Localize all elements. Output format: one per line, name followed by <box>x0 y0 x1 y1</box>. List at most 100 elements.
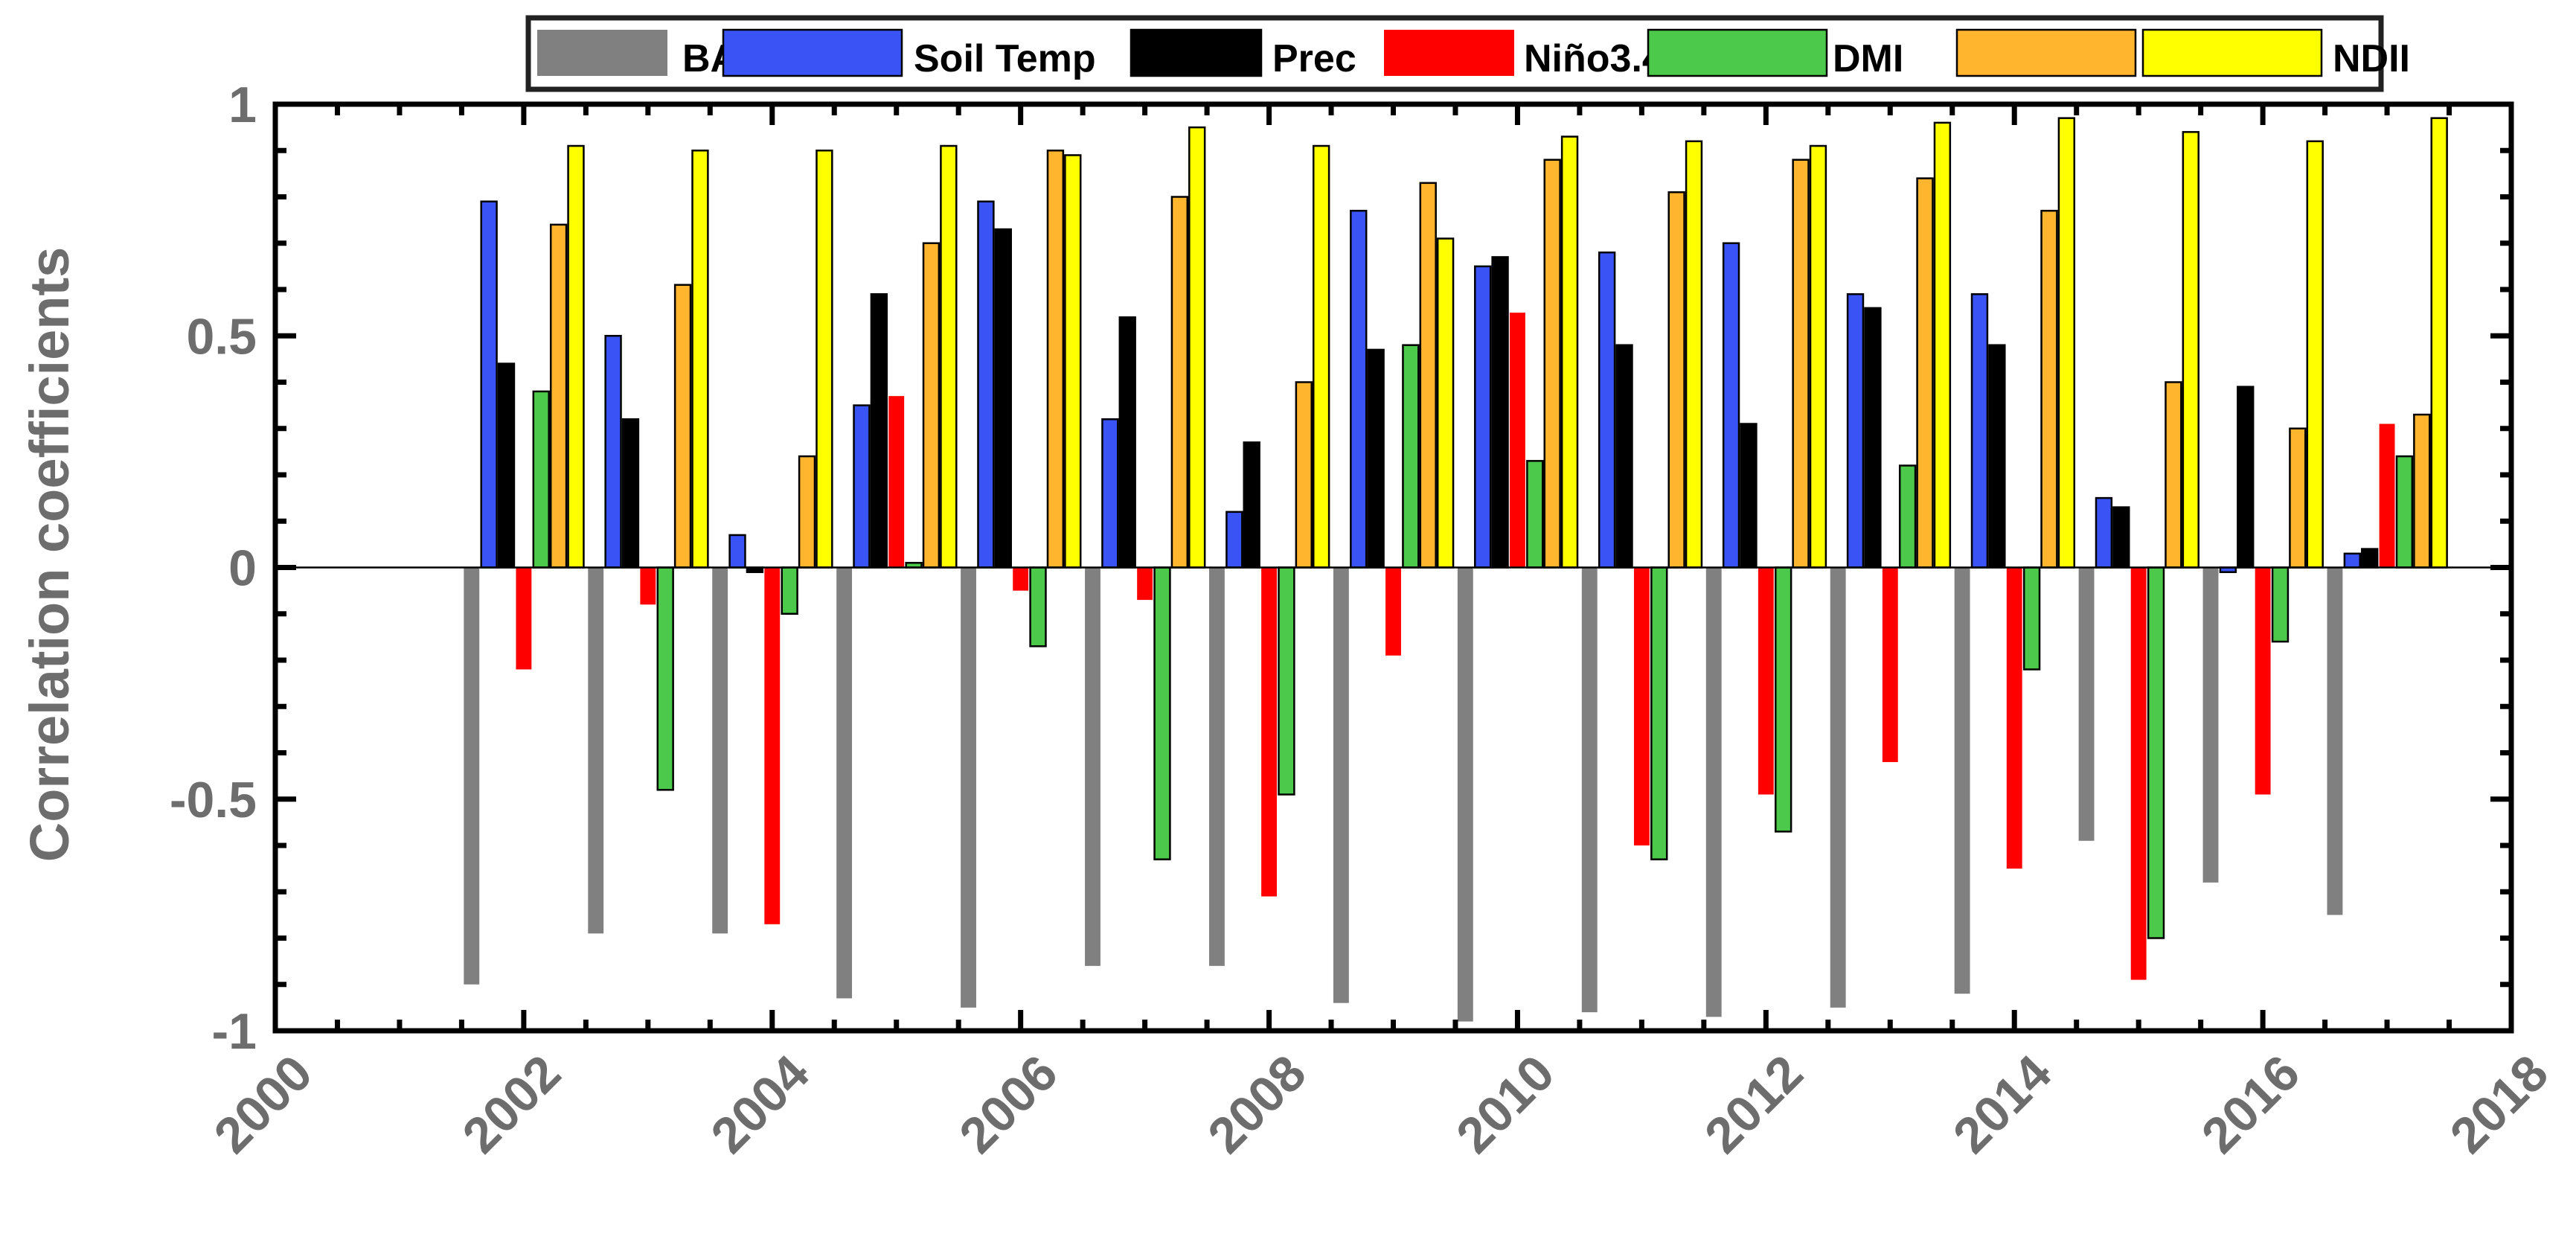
bar-bai-2007 <box>1085 567 1100 966</box>
bar-prec-2012 <box>1740 423 1758 569</box>
bar-soil-temp-2010 <box>1474 265 1492 569</box>
bar-soil-temp-2014 <box>1970 292 1989 569</box>
bar-soil-temp-2008 <box>1225 511 1243 569</box>
bar-et-2008 <box>1295 381 1313 569</box>
bar-soil-temp-2006 <box>977 200 995 569</box>
bar-prec-2003 <box>621 418 640 569</box>
bar-et-2016 <box>2289 427 2307 569</box>
bar-dmi-2007 <box>1153 566 1171 860</box>
bar-et-2015 <box>2165 381 2182 569</box>
y-tick-label: -0.5 <box>170 772 257 828</box>
bar-dmi-2014 <box>2022 566 2041 671</box>
bar-ndii-2012 <box>1809 144 1827 569</box>
bar-ndii-2013 <box>1933 121 1952 569</box>
bar-prec-2016 <box>2237 386 2255 569</box>
bar-bai-2012 <box>1705 567 1722 1017</box>
bar-ndii-2002 <box>567 144 585 569</box>
bar-et-2010 <box>1543 159 1561 569</box>
bar-ndii-2016 <box>2306 140 2324 569</box>
plot-frame <box>272 101 2514 1034</box>
bar-bai-2008 <box>1209 567 1225 966</box>
bar-soil-temp-2004 <box>728 534 746 569</box>
bar-bai-2017 <box>2327 567 2343 915</box>
bar-et-2017 <box>2413 413 2431 569</box>
bar-ni-o3-4-2006 <box>1013 567 1029 591</box>
bar-bai-2009 <box>1333 567 1349 1003</box>
legend-label-ndii: NDII <box>2333 37 2410 80</box>
bar-et-2004 <box>798 455 816 569</box>
bar-ndii-2014 <box>2057 117 2076 569</box>
bar-dmi-2012 <box>1775 566 1792 833</box>
bar-bai-2003 <box>588 567 604 934</box>
bar-ni-o3-4-2002 <box>516 567 532 670</box>
legend-swatch-bai <box>537 30 667 76</box>
bar-bai-2011 <box>1581 567 1598 1013</box>
bar-et-2002 <box>549 223 568 569</box>
bar-ni-o3-4-2008 <box>1261 567 1277 897</box>
bar-et-2006 <box>1046 150 1065 569</box>
legend-label-soil-temp: Soil Temp <box>914 37 1096 80</box>
bar-ni-o3-4-2011 <box>1633 567 1650 845</box>
bar-dmi-2015 <box>2147 566 2165 939</box>
bar-ni-o3-4-2017 <box>2379 423 2395 568</box>
bar-prec-2010 <box>1491 256 1509 569</box>
bar-prec-2013 <box>1864 307 1882 569</box>
bar-dmi-2017 <box>2395 455 2414 569</box>
bar-ndii-2009 <box>1436 237 1455 569</box>
bar-ni-o3-4-2010 <box>1510 313 1525 568</box>
bar-ni-o3-4-2005 <box>888 396 905 568</box>
legend-swatch-dmi <box>1647 28 1828 77</box>
bar-dmi-2010 <box>1526 460 1544 569</box>
bar-prec-2009 <box>1367 348 1385 569</box>
bar-et-2009 <box>1419 182 1437 569</box>
bar-et-2013 <box>1916 177 1934 569</box>
bar-bai-2004 <box>712 567 728 934</box>
bar-dmi-2004 <box>781 566 798 615</box>
bar-soil-temp-2003 <box>604 335 622 569</box>
bar-prec-2002 <box>497 362 516 569</box>
bar-bai-2016 <box>2202 567 2219 883</box>
bar-bai-2014 <box>1954 567 1970 994</box>
bar-prec-2015 <box>2112 506 2130 569</box>
bar-prec-2006 <box>994 228 1012 569</box>
legend-swatch-prec <box>1130 28 1263 77</box>
bar-soil-temp-2011 <box>1598 251 1616 569</box>
legend-label-ni-o3-4: Niño3.4 <box>1524 37 1664 80</box>
legend-swatch-ndii <box>2141 28 2323 77</box>
bar-et-2005 <box>922 242 941 569</box>
y-tick-label: -1 <box>212 1003 257 1060</box>
bar-ndii-2004 <box>816 150 833 569</box>
bar-ndii-2005 <box>940 144 958 569</box>
bar-dmi-2009 <box>1402 344 1420 569</box>
bar-ni-o3-4-2016 <box>2255 567 2271 795</box>
bar-ni-o3-4-2009 <box>1385 567 1401 656</box>
bar-prec-2017 <box>2360 548 2379 569</box>
legend-swatch-ni-o3-4 <box>1384 30 1514 76</box>
bar-soil-temp-2012 <box>1722 242 1740 569</box>
bar-soil-temp-2015 <box>2095 496 2113 569</box>
bar-soil-temp-2009 <box>1350 209 1368 569</box>
bar-et-2003 <box>673 284 692 569</box>
bar-ni-o3-4-2004 <box>764 567 781 924</box>
bar-ndii-2008 <box>1312 144 1330 569</box>
bar-dmi-2002 <box>532 390 550 569</box>
bar-prec-2008 <box>1243 441 1260 569</box>
bar-soil-temp-2002 <box>480 200 498 569</box>
bar-ndii-2011 <box>1685 140 1703 569</box>
y-tick-label: 0.5 <box>186 308 257 365</box>
bar-prec-2014 <box>1988 344 2006 569</box>
bar-prec-2007 <box>1118 316 1136 569</box>
bar-ndii-2007 <box>1188 126 1206 569</box>
bar-bai-2010 <box>1457 567 1473 1022</box>
legend-label-prec: Prec <box>1272 37 1356 80</box>
bar-ndii-2017 <box>2430 117 2448 569</box>
bar-dmi-2016 <box>2271 566 2290 643</box>
y-tick-label: 0 <box>228 540 257 597</box>
bar-bai-2005 <box>836 567 853 999</box>
bar-ni-o3-4-2015 <box>2130 567 2147 980</box>
bar-bai-2006 <box>961 567 976 1008</box>
bar-soil-temp-2005 <box>853 404 871 569</box>
bar-dmi-2008 <box>1278 566 1295 796</box>
bar-ni-o3-4-2012 <box>1758 567 1774 795</box>
